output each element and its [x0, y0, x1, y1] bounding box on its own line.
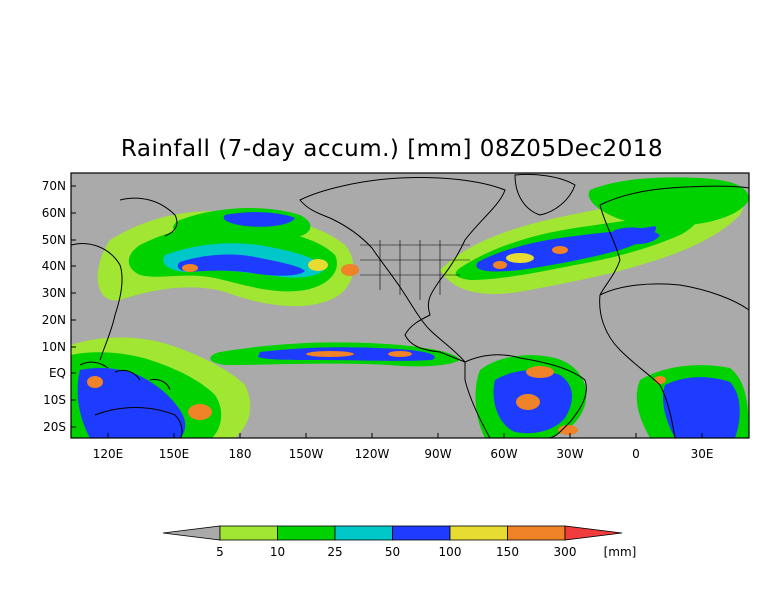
rain-band-europe — [588, 177, 749, 227]
colorbar-overflow-triangle — [564, 525, 623, 541]
lat-tick-label: 20S — [43, 420, 66, 434]
rain-core-npacific-3 — [182, 264, 198, 272]
colorbar-tick-label: 5 — [216, 545, 224, 559]
lon-tick-label: 180 — [229, 447, 252, 461]
lon-tick-label: 150E — [159, 447, 190, 461]
colorbar-segment — [392, 525, 451, 541]
colorbar-segment — [507, 525, 566, 541]
colorbar-unit-label: [mm] — [604, 545, 637, 559]
rain-core-natlantic-1 — [506, 253, 534, 263]
rain-core-samerica-3 — [558, 425, 578, 435]
us-state-grid — [360, 240, 470, 300]
colorbar-tick-label: 300 — [554, 545, 577, 559]
rainfall-field — [71, 177, 749, 438]
rain-core-samerica-1 — [526, 366, 554, 378]
rain-core-africa-1 — [654, 376, 666, 384]
lat-tick-label: 60N — [42, 206, 66, 220]
rain-core-itcz-1 — [306, 351, 354, 357]
coast-europe-asia — [599, 185, 749, 296]
rain-core-maritime-1 — [188, 404, 212, 420]
coast-africa — [599, 283, 749, 438]
map-title: Rainfall (7-day accum.) [mm] 08Z05Dec201… — [120, 136, 664, 162]
coast-east-asia — [71, 243, 123, 361]
lon-tick-label: 30W — [556, 447, 583, 461]
map-frame — [70, 172, 750, 439]
colorbar: 5 10 25 50 100 150 300 [mm] — [162, 525, 637, 559]
coast-australia — [94, 407, 183, 438]
lat-tick-label: 70N — [42, 179, 66, 193]
lat-tick-label: 10N — [42, 340, 66, 354]
rain-core-natlantic-3 — [552, 246, 568, 254]
map-panel: 120E 150E 180 150W 120W 90W 60W 30W 0 30E 70N 60N 5… — [42, 172, 750, 461]
coastlines — [71, 173, 749, 438]
rain-band-europe-blue — [611, 227, 660, 245]
colorbar-tick-label: 10 — [270, 545, 285, 559]
lon-tick-label: 120W — [355, 447, 390, 461]
colorbar-tick-label: 100 — [439, 545, 462, 559]
lat-tick-label: 30N — [42, 286, 66, 300]
colorbar-segment — [277, 525, 336, 541]
rain-core-itcz-2 — [388, 351, 412, 357]
rain-core-natlantic-2 — [493, 261, 507, 269]
lat-tick-label: 20N — [42, 313, 66, 327]
colorbar-segment — [334, 525, 393, 541]
colorbar-tick-label: 25 — [327, 545, 342, 559]
lat-tick-label: 40N — [42, 259, 66, 273]
rain-band-npacific-blue — [177, 254, 305, 276]
rain-core-npacific-2 — [341, 264, 359, 276]
coast-south-america — [464, 354, 587, 438]
lat-tick-label: 50N — [42, 233, 66, 247]
coast-maritime-islands — [79, 361, 171, 391]
rain-band-maritime-blue — [77, 367, 186, 438]
lon-tick-label: 150W — [289, 447, 324, 461]
lon-tick-label: 90W — [424, 447, 451, 461]
latitude-axis: 70N 60N 50N 40N 30N 20N 10N EQ 10S 20S — [42, 179, 76, 434]
rain-core-samerica-2 — [516, 394, 540, 410]
lat-tick-label: 10S — [43, 393, 66, 407]
colorbar-segment — [449, 525, 508, 541]
lon-tick-label: 30E — [691, 447, 714, 461]
lon-tick-label: 0 — [632, 447, 640, 461]
rain-core-maritime-2 — [87, 376, 103, 388]
colorbar-underflow-triangle — [162, 525, 221, 541]
colorbar-tick-label: 150 — [496, 545, 519, 559]
rain-band-alaska-blue — [223, 212, 295, 227]
lat-tick-label: EQ — [49, 366, 66, 380]
rain-band-africa-blue — [663, 377, 740, 438]
lon-tick-label: 120E — [93, 447, 124, 461]
coast-north-america — [299, 177, 506, 363]
colorbar-tick-label: 50 — [385, 545, 400, 559]
rain-core-npacific-1 — [308, 259, 328, 271]
coast-greenland — [514, 173, 576, 216]
coast-kamchatka — [119, 197, 178, 237]
colorbar-segment — [219, 525, 278, 541]
lon-tick-label: 60W — [490, 447, 517, 461]
longitude-axis: 120E 150E 180 150W 120W 90W 60W 30W 0 30E — [93, 433, 714, 461]
